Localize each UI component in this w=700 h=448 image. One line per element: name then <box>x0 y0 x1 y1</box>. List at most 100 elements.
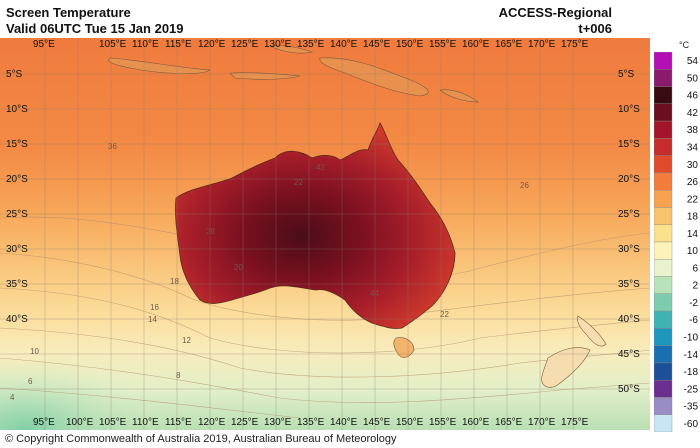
new-zealand <box>541 315 607 388</box>
lon-label-bottom: 100°E <box>66 417 94 428</box>
lon-label-top: 120°E <box>198 39 226 50</box>
lat-label-right: 30°S <box>618 244 640 255</box>
lon-label-bottom: 160°E <box>462 417 490 428</box>
legend-swatch <box>654 103 673 122</box>
lon-label-bottom: 145°E <box>363 417 391 428</box>
legend-swatch <box>654 276 673 295</box>
contour-label: 12 <box>182 336 191 345</box>
legend-swatch <box>654 138 673 156</box>
color-legend: 54 50 46 42 38 34 30 26 22 18 14 10 6 2 -2 -6 -10 -14 -18 -… <box>654 52 699 432</box>
legend-level: 30 <box>687 160 699 171</box>
legend-level: 50 <box>687 73 699 84</box>
lat-label-left: 25°S <box>6 209 28 220</box>
lon-label-top: 170°E <box>528 39 556 50</box>
contour-label: 6 <box>28 377 33 386</box>
contour-label: 22 <box>294 178 303 187</box>
legend-level: -2 <box>689 298 698 309</box>
lon-label-bottom: 130°E <box>264 417 292 428</box>
legend-level: 6 <box>692 263 698 274</box>
lat-label-left: 30°S <box>6 244 28 255</box>
model-name: ACCESS-Regional <box>498 5 612 20</box>
legend-swatch <box>654 345 673 364</box>
legend-level: -10 <box>684 333 699 344</box>
legend-swatch <box>654 362 673 381</box>
legend-level: 54 <box>687 56 699 67</box>
lon-label-top: 165°E <box>495 39 523 50</box>
legend-level: 26 <box>687 177 699 188</box>
lat-label-left: 5°S <box>6 69 23 80</box>
contour-label: 28 <box>206 227 215 236</box>
valid-time: Valid 06UTC Tue 15 Jan 2019 <box>6 21 184 36</box>
lat-label-right: 45°S <box>618 349 640 360</box>
lat-label-right: 50°S <box>618 384 640 395</box>
legend-level: 10 <box>687 246 699 257</box>
lat-label-left: 20°S <box>6 174 28 185</box>
legend-level: -18 <box>684 367 699 378</box>
legend-swatch <box>654 224 673 243</box>
lat-label-left: 35°S <box>6 279 28 290</box>
legend-swatch <box>654 293 673 312</box>
lon-label-top: 115°E <box>165 39 192 50</box>
lon-label-top: 110°E <box>132 39 159 50</box>
contour-label: 22 <box>440 310 449 319</box>
legend-level: 46 <box>687 91 699 102</box>
lat-label-right: 15°S <box>618 139 640 150</box>
legend-level: 42 <box>687 108 699 119</box>
legend-unit: °C <box>679 40 690 50</box>
contour-label: 36 <box>108 142 117 151</box>
lon-label-top: 150°E <box>396 39 424 50</box>
contour-label: 18 <box>170 277 179 286</box>
tasmania <box>393 337 415 358</box>
lat-label-right: 20°S <box>618 174 640 185</box>
contour-label: 44 <box>370 289 379 298</box>
legend-swatch <box>654 328 673 346</box>
northern-islands <box>108 45 479 103</box>
legend-level: 18 <box>687 212 699 223</box>
lon-label-top: 135°E <box>297 39 325 50</box>
legend-swatch <box>654 241 673 260</box>
contour-label: 10 <box>30 347 39 356</box>
legend-swatch <box>654 189 673 208</box>
lat-label-right: 40°S <box>618 314 640 325</box>
contour-label: 42 <box>316 163 325 172</box>
lon-label-top: 125°E <box>231 39 259 50</box>
forecast-step: t+006 <box>578 21 612 36</box>
axis-labels: 95°E 100°E 105°E 110°E 115°E 120°E 125°E 130°E 1… <box>6 39 640 428</box>
cool-southwest-region <box>0 288 260 430</box>
legend-swatch <box>654 379 673 398</box>
lon-label-bottom: 155°E <box>429 417 457 428</box>
lon-label-bottom: 115°E <box>165 417 192 428</box>
lon-label-bottom: 125°E <box>231 417 259 428</box>
lon-label-top: 175°E <box>561 39 589 50</box>
legend-level: 34 <box>687 143 699 154</box>
lat-label-right: 25°S <box>618 209 640 220</box>
copyright-footer: © Copyright Commonwealth of Australia 20… <box>5 433 397 445</box>
legend-swatch <box>654 259 673 277</box>
lon-label-bottom: 135°E <box>297 417 325 428</box>
australia-landmass <box>175 122 456 329</box>
lon-label-top: 155°E <box>429 39 457 50</box>
lon-label-top: 145°E <box>363 39 391 50</box>
lon-label-bottom: 95°E <box>33 417 55 428</box>
legend-swatch <box>654 69 673 87</box>
legend-level: -60 <box>684 419 699 430</box>
lon-label-top: 160°E <box>462 39 490 50</box>
lat-label-right: 5°S <box>618 69 635 80</box>
lon-label-top: 130°E <box>264 39 292 50</box>
lon-label-bottom: 110°E <box>132 417 159 428</box>
legend-swatch <box>654 52 673 70</box>
lon-label-bottom: 150°E <box>396 417 424 428</box>
lon-label-bottom: 105°E <box>99 417 127 428</box>
legend-swatch <box>654 397 673 415</box>
lat-label-right: 10°S <box>618 104 640 115</box>
contour-label: 16 <box>150 303 159 312</box>
lat-label-left: 40°S <box>6 314 28 325</box>
lon-label-bottom: 175°E <box>561 417 589 428</box>
lon-label-bottom: 120°E <box>198 417 226 428</box>
contour-label: 14 <box>148 315 157 324</box>
temperature-map[interactable]: 95°E 100°E 105°E 110°E 115°E 120°E 125°E 130°E 1… <box>0 38 650 430</box>
legend-level: -25 <box>684 384 699 395</box>
map-title: Screen Temperature <box>6 5 131 20</box>
lon-label-top: 105°E <box>99 39 127 50</box>
